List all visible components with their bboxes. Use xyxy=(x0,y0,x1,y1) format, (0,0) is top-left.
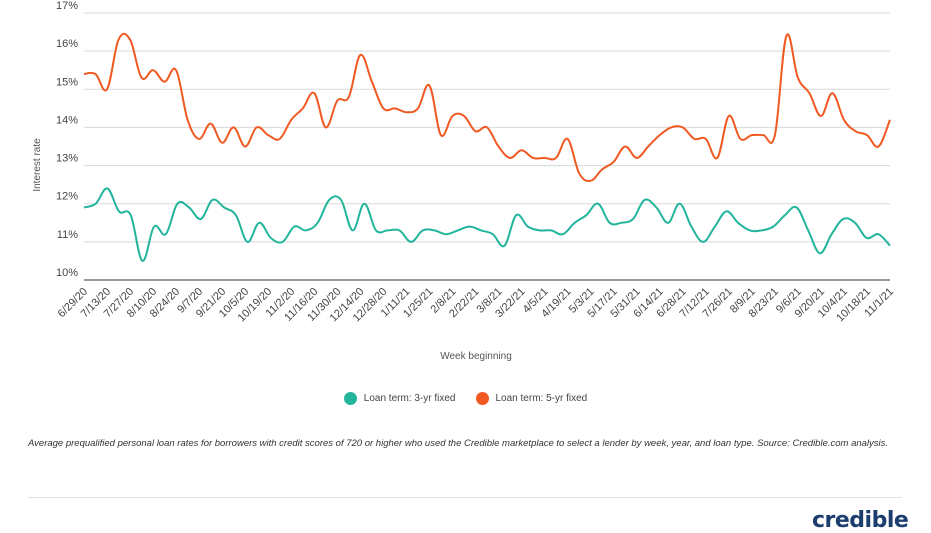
divider xyxy=(28,497,902,498)
y-tick-label: 12% xyxy=(56,191,78,203)
y-tick-label: 17% xyxy=(56,0,78,12)
x-axis-title: Week beginning xyxy=(440,351,512,362)
chart-caption: Average prequalified personal loan rates… xyxy=(28,438,889,449)
legend-swatch-5yr xyxy=(475,391,489,405)
y-tick-label: 16% xyxy=(56,38,78,50)
chart-legend: Loan term: 3-yr fixed Loan term: 5-yr fi… xyxy=(0,389,931,407)
y-tick-label: 11% xyxy=(57,229,78,241)
line-chart: 10% 11% 12% 13% 14% 15% 16% 17% 6/29/207/13/207… xyxy=(32,0,896,362)
y-tick-label: 13% xyxy=(56,153,78,165)
y-axis-title: Interest rate xyxy=(32,138,43,192)
legend-item-5yr: Loan term: 5-yr fixed xyxy=(475,391,588,405)
legend-label-5yr: Loan term: 5-yr fixed xyxy=(495,392,588,404)
y-tick-label: 10% xyxy=(56,267,78,279)
series-line-5yr xyxy=(83,32,891,182)
series-line-3yr xyxy=(83,187,891,262)
legend-label-3yr: Loan term: 3-yr fixed xyxy=(363,392,456,404)
legend-swatch-3yr xyxy=(343,391,357,405)
credible-logo: credible xyxy=(812,508,909,533)
series-lines xyxy=(83,32,891,262)
x-axis-ticks: 6/29/207/13/207/27/208/10/208/24/209/7/2… xyxy=(56,286,896,325)
y-tick-label: 14% xyxy=(56,114,78,126)
y-axis-ticks: 10% 11% 12% 13% 14% 15% 16% 17% xyxy=(56,0,78,279)
y-tick-label: 15% xyxy=(56,76,78,88)
gridlines xyxy=(84,12,890,281)
legend-item-3yr: Loan term: 3-yr fixed xyxy=(343,391,456,405)
